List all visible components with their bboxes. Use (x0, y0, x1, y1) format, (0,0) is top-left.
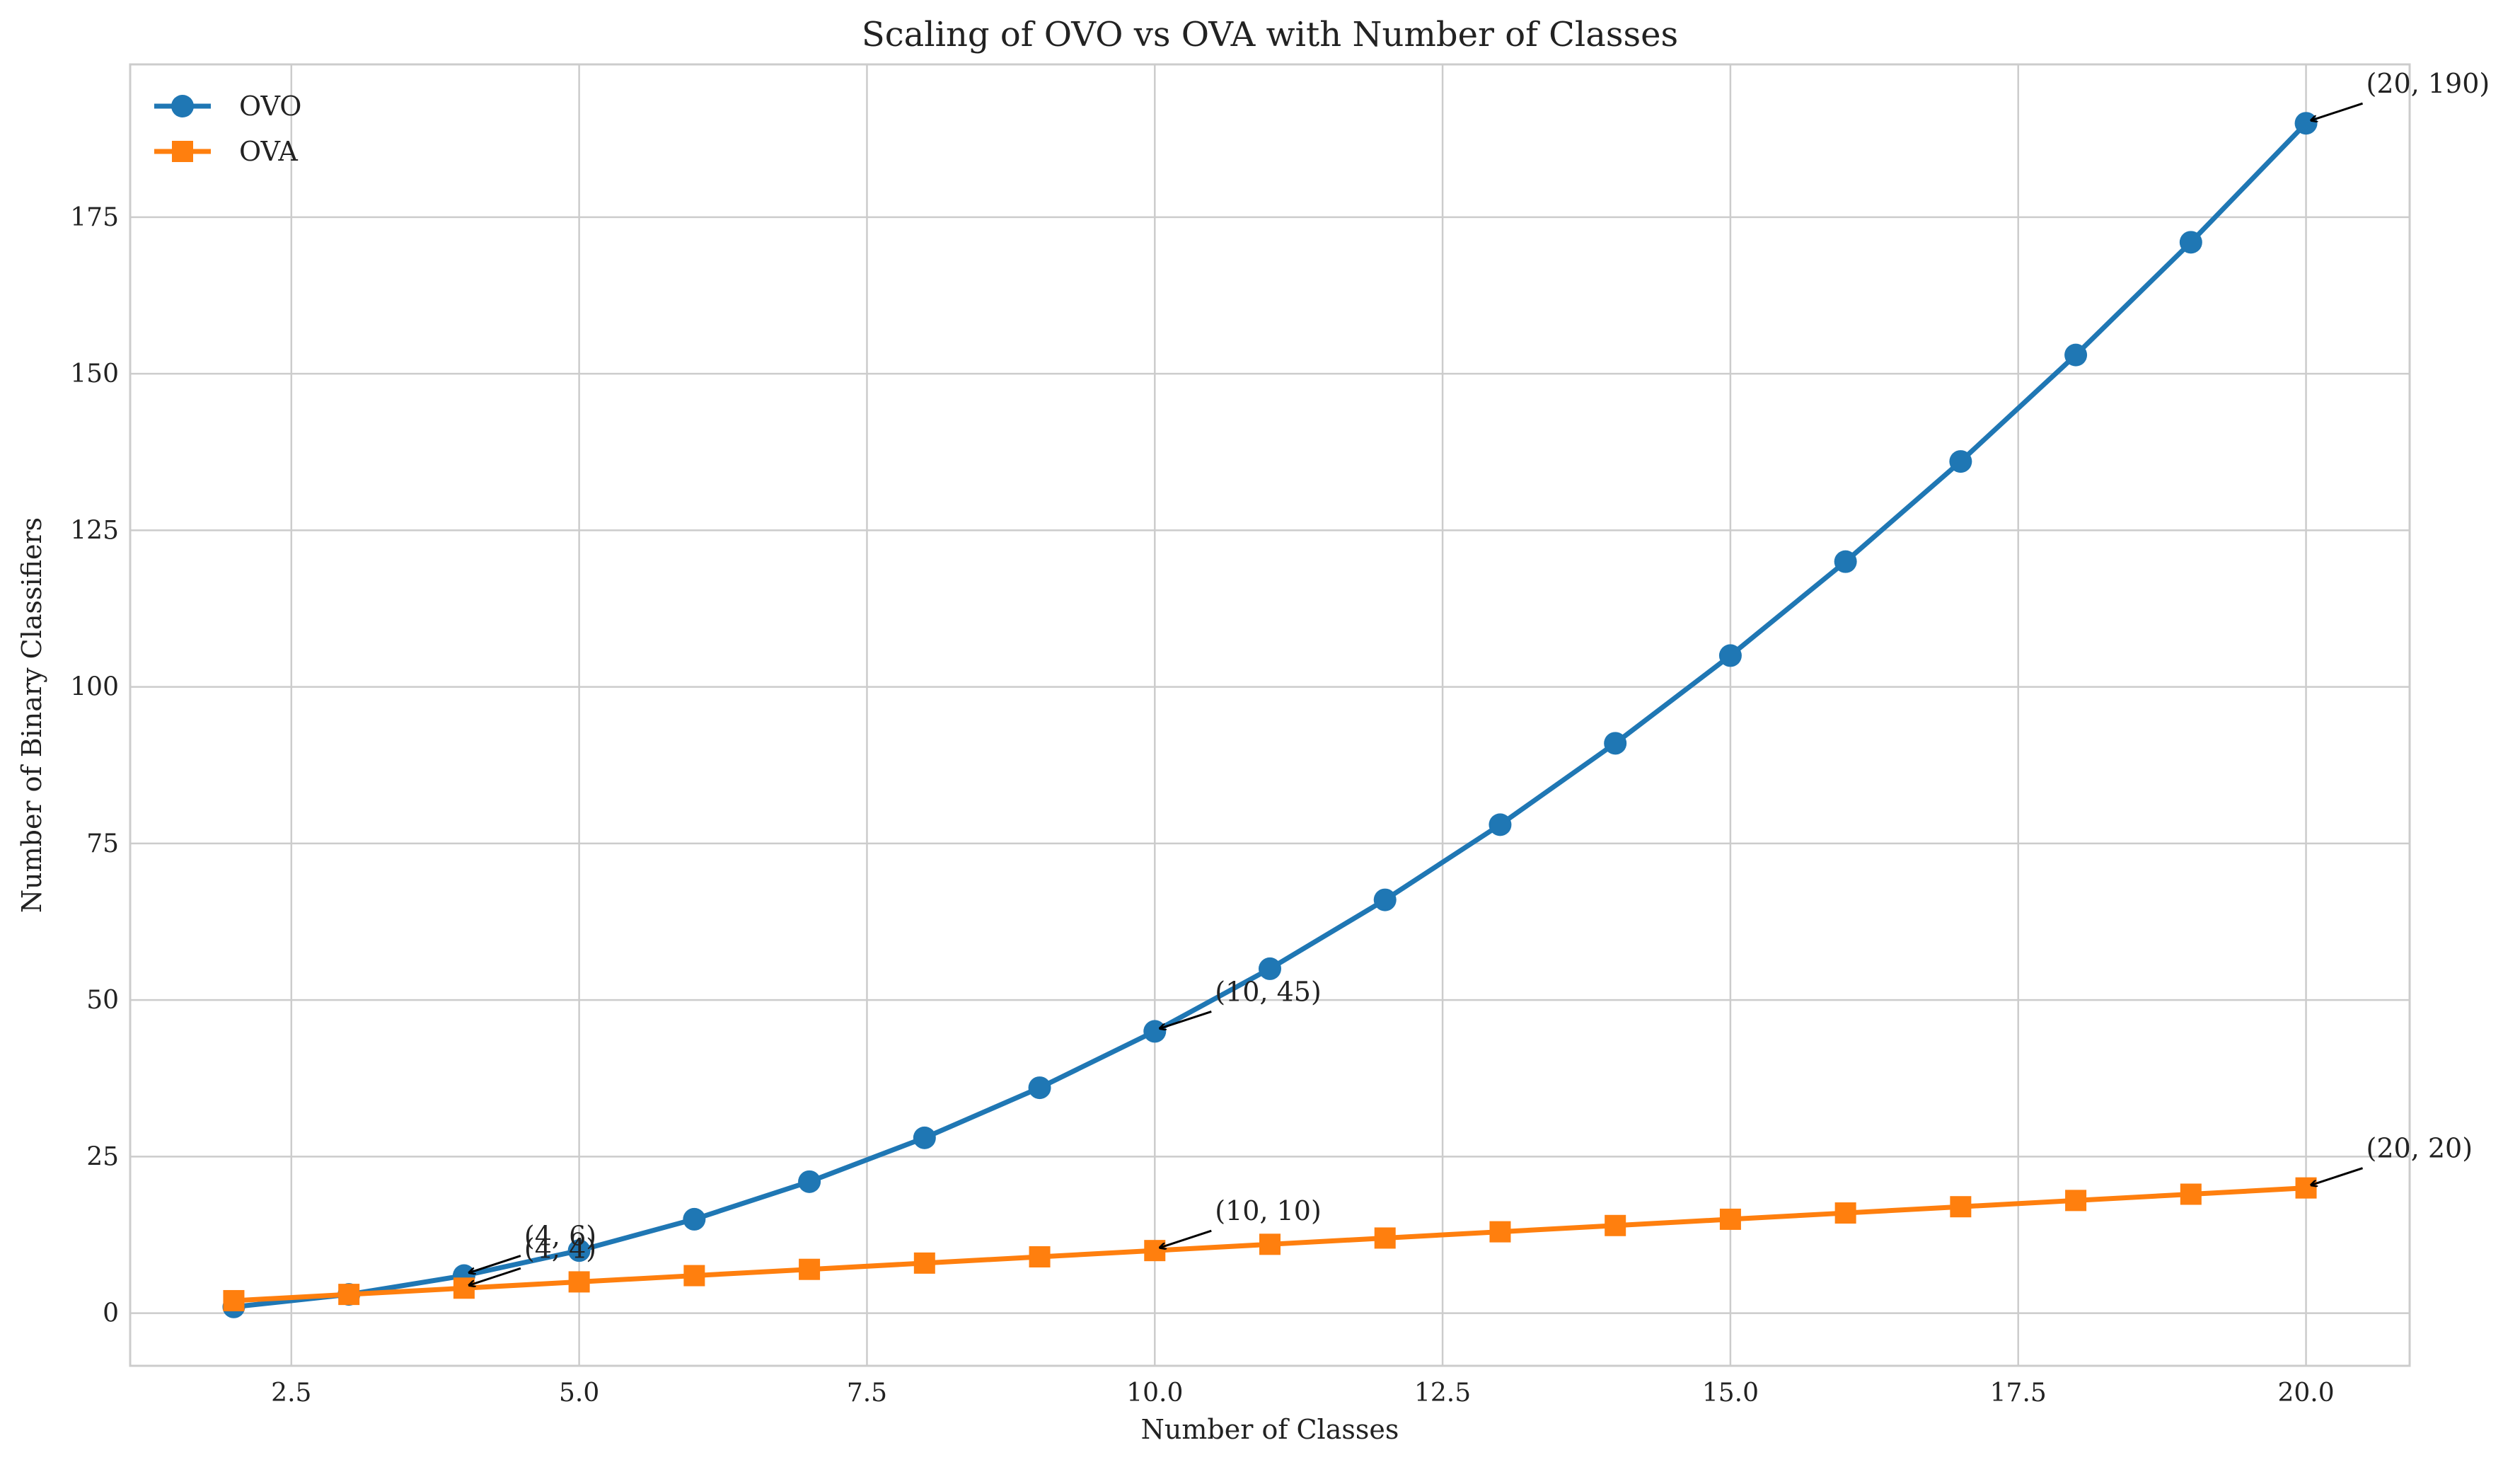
legend-marker-ovo (171, 95, 194, 117)
series-ova (223, 1177, 2317, 1311)
data-point-ovo (1834, 550, 1857, 573)
data-point-ova (223, 1289, 245, 1311)
annotation-arrow (1160, 1010, 1212, 1028)
x-tick-label: 2.5 (271, 1379, 311, 1408)
data-point-ova (1374, 1227, 1396, 1249)
annotation-label: (20, 190) (2366, 68, 2490, 99)
data-point-ova (683, 1265, 705, 1287)
y-tick-label: 100 (70, 673, 119, 702)
annotation-label: (10, 45) (1215, 976, 1322, 1007)
data-point-ovo (1028, 1076, 1051, 1100)
series-layer (222, 112, 2318, 1318)
chart-title: Scaling of OVO vs OVA with Number of Cla… (862, 15, 1678, 54)
y-tick-label: 75 (86, 829, 119, 858)
annotation-label: (20, 20) (2366, 1133, 2473, 1164)
data-point-ovo (2294, 112, 2318, 135)
data-point-ovo (1143, 1020, 1167, 1043)
data-point-ovo (1604, 732, 1627, 755)
legend-label-ovo: OVO (239, 91, 301, 122)
data-point-ova (1489, 1221, 1511, 1243)
grid (130, 64, 2410, 1366)
data-point-ova (2295, 1177, 2317, 1199)
data-point-ova (1144, 1240, 1166, 1262)
data-point-ova (338, 1284, 360, 1306)
data-point-ovo (2179, 231, 2202, 254)
data-point-ovo (683, 1207, 706, 1231)
annotation-label: (4, 4) (524, 1233, 596, 1264)
x-tick-label: 10.0 (1126, 1379, 1183, 1408)
x-tick-label: 15.0 (1702, 1379, 1759, 1408)
annotation-label: (10, 10) (1215, 1195, 1322, 1226)
data-point-ovo (1373, 888, 1397, 911)
y-tick-label: 150 (70, 359, 119, 389)
series-line-ovo (233, 121, 2308, 1310)
data-point-ovo (1949, 450, 1972, 473)
x-tick-label: 5.0 (559, 1379, 599, 1408)
y-tick-label: 25 (86, 1142, 119, 1171)
plot-frame (129, 63, 2411, 1367)
data-point-ovo (798, 1170, 821, 1193)
annotation-layer: (4, 6) (10, 45) (20, 190) (4, 4) (10, 10) (20… (469, 68, 2490, 1285)
annotation-arrow (469, 1255, 521, 1273)
series-ovo (222, 112, 2318, 1318)
data-point-ovo (1489, 813, 1512, 836)
y-tick-label: 125 (70, 516, 119, 545)
annotation-arrow (2311, 1167, 2364, 1185)
data-point-ova (453, 1277, 475, 1299)
annotation-arrow (1160, 1229, 1212, 1248)
data-point-ova (1259, 1233, 1281, 1255)
data-point-ova (1950, 1196, 1972, 1218)
data-point-ova (1029, 1246, 1051, 1268)
y-tick-label: 0 (103, 1299, 119, 1328)
data-point-ovo (913, 1126, 936, 1149)
y-tick-label: 175 (70, 203, 119, 232)
data-point-ova (2180, 1183, 2202, 1205)
y-axis-label: Number of Binary Classifiers (16, 517, 47, 913)
data-point-ovo (567, 1239, 591, 1262)
annotation-arrow (469, 1267, 521, 1285)
data-point-ovo (1259, 957, 1281, 980)
y-tick-label: 50 (86, 986, 119, 1015)
x-axis-label: Number of Classes (1141, 1414, 1399, 1445)
legend-label-ova: OVA (239, 136, 298, 167)
annotation-label: (4, 6) (524, 1221, 596, 1252)
data-point-ova (1719, 1208, 1741, 1230)
data-point-ova (913, 1252, 935, 1274)
data-point-ovo (1718, 644, 1742, 667)
x-tick-label: 20.0 (2277, 1379, 2334, 1408)
annotation-arrow (2311, 102, 2364, 120)
data-point-ova (799, 1258, 821, 1280)
legend-marker-ova (172, 141, 193, 162)
data-point-ova (2065, 1190, 2087, 1212)
data-point-ovo (2064, 343, 2088, 367)
x-tick-label: 17.5 (1990, 1379, 2047, 1408)
data-point-ova (1834, 1202, 1856, 1224)
tick-labels: 2.5 5.0 7.5 10.0 12.5 15.0 17.5 20.0 0 25 50 75 100 1… (70, 203, 2334, 1408)
x-tick-label: 7.5 (847, 1379, 887, 1408)
data-point-ova (1605, 1214, 1626, 1236)
data-point-ova (568, 1271, 590, 1293)
x-tick-label: 12.5 (1414, 1379, 1471, 1408)
legend: OVO OVA (154, 91, 301, 167)
